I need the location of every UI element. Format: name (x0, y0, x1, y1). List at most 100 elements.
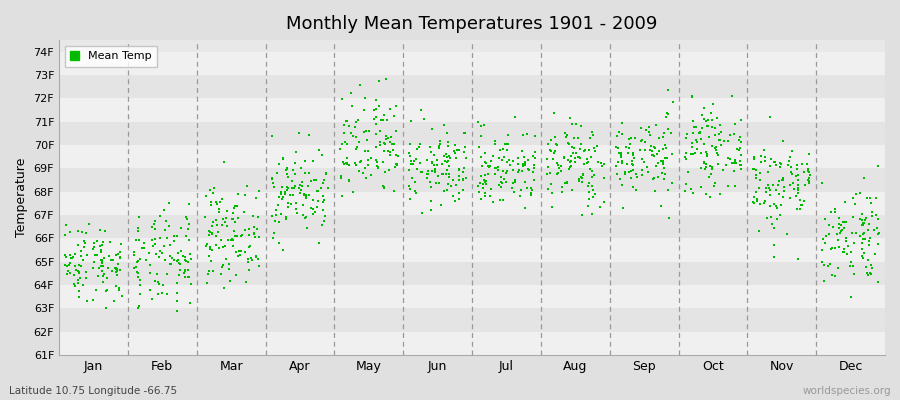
Point (432, 145, 446, 151)
Point (209, 199, 223, 205)
Point (761, 182, 776, 188)
Point (661, 126, 675, 132)
Point (508, 179, 522, 186)
Point (459, 175, 473, 182)
Point (709, 144, 724, 150)
Point (510, 161, 525, 167)
Point (389, 161, 403, 168)
Point (584, 211, 598, 218)
Point (113, 254, 128, 260)
Point (861, 238, 876, 244)
Point (797, 182, 812, 188)
Point (441, 143, 455, 149)
Point (271, 202, 285, 208)
Point (714, 142, 728, 148)
Point (109, 252, 123, 258)
Point (280, 186, 294, 193)
Point (846, 194, 860, 201)
Point (152, 235, 166, 242)
Point (844, 258, 859, 265)
Point (704, 110, 718, 116)
Point (95, 259, 110, 266)
Point (774, 161, 788, 168)
Point (413, 169, 428, 175)
Point (63, 229, 77, 236)
Point (508, 114, 522, 120)
Point (478, 193, 492, 200)
Point (783, 182, 797, 189)
Point (279, 166, 293, 173)
Point (245, 257, 259, 263)
Point (765, 221, 779, 227)
Point (819, 233, 833, 239)
Point (281, 174, 295, 180)
Point (339, 160, 354, 167)
Point (543, 146, 557, 153)
Point (209, 242, 223, 248)
Point (448, 198, 463, 204)
Point (546, 156, 561, 162)
Point (182, 221, 196, 227)
Point (626, 167, 640, 174)
Point (314, 222, 328, 228)
Point (130, 274, 145, 280)
Point (92, 264, 106, 271)
Point (729, 146, 743, 152)
Point (652, 160, 666, 166)
Point (648, 188, 662, 194)
Point (790, 256, 805, 262)
Point (452, 147, 466, 153)
Point (472, 144, 486, 150)
Point (724, 92, 739, 99)
Point (131, 228, 146, 234)
Point (657, 176, 671, 182)
Point (341, 162, 356, 168)
Point (158, 227, 173, 234)
Point (641, 169, 655, 175)
Point (658, 171, 672, 177)
Point (357, 107, 372, 113)
Point (213, 236, 228, 243)
Point (762, 114, 777, 120)
Point (284, 192, 298, 198)
Point (93, 242, 107, 249)
Point (178, 214, 193, 220)
Point (527, 133, 542, 139)
Point (174, 225, 188, 231)
Point (690, 139, 705, 146)
Text: worldspecies.org: worldspecies.org (803, 386, 891, 396)
Point (202, 187, 217, 193)
Point (645, 152, 660, 158)
Point (377, 140, 392, 146)
Point (479, 178, 493, 184)
Point (629, 171, 643, 177)
Bar (59, 215, 885, 238)
Point (182, 201, 196, 208)
Point (278, 190, 293, 197)
Point (442, 174, 456, 180)
Point (212, 229, 226, 236)
Point (576, 148, 590, 154)
Point (621, 149, 635, 156)
Point (409, 190, 423, 196)
Point (801, 166, 815, 172)
Point (618, 169, 633, 176)
Point (145, 223, 159, 230)
Point (581, 189, 596, 195)
Point (216, 262, 230, 268)
Point (801, 177, 815, 183)
Point (692, 128, 706, 135)
Point (374, 117, 388, 123)
Point (287, 182, 302, 189)
Point (280, 165, 294, 171)
Point (802, 151, 816, 158)
Point (694, 164, 708, 171)
Point (184, 300, 198, 306)
Point (76, 282, 90, 288)
Point (699, 164, 714, 170)
Point (344, 90, 358, 97)
Point (713, 190, 727, 197)
Point (413, 160, 428, 166)
Point (316, 180, 330, 186)
Point (407, 158, 421, 164)
